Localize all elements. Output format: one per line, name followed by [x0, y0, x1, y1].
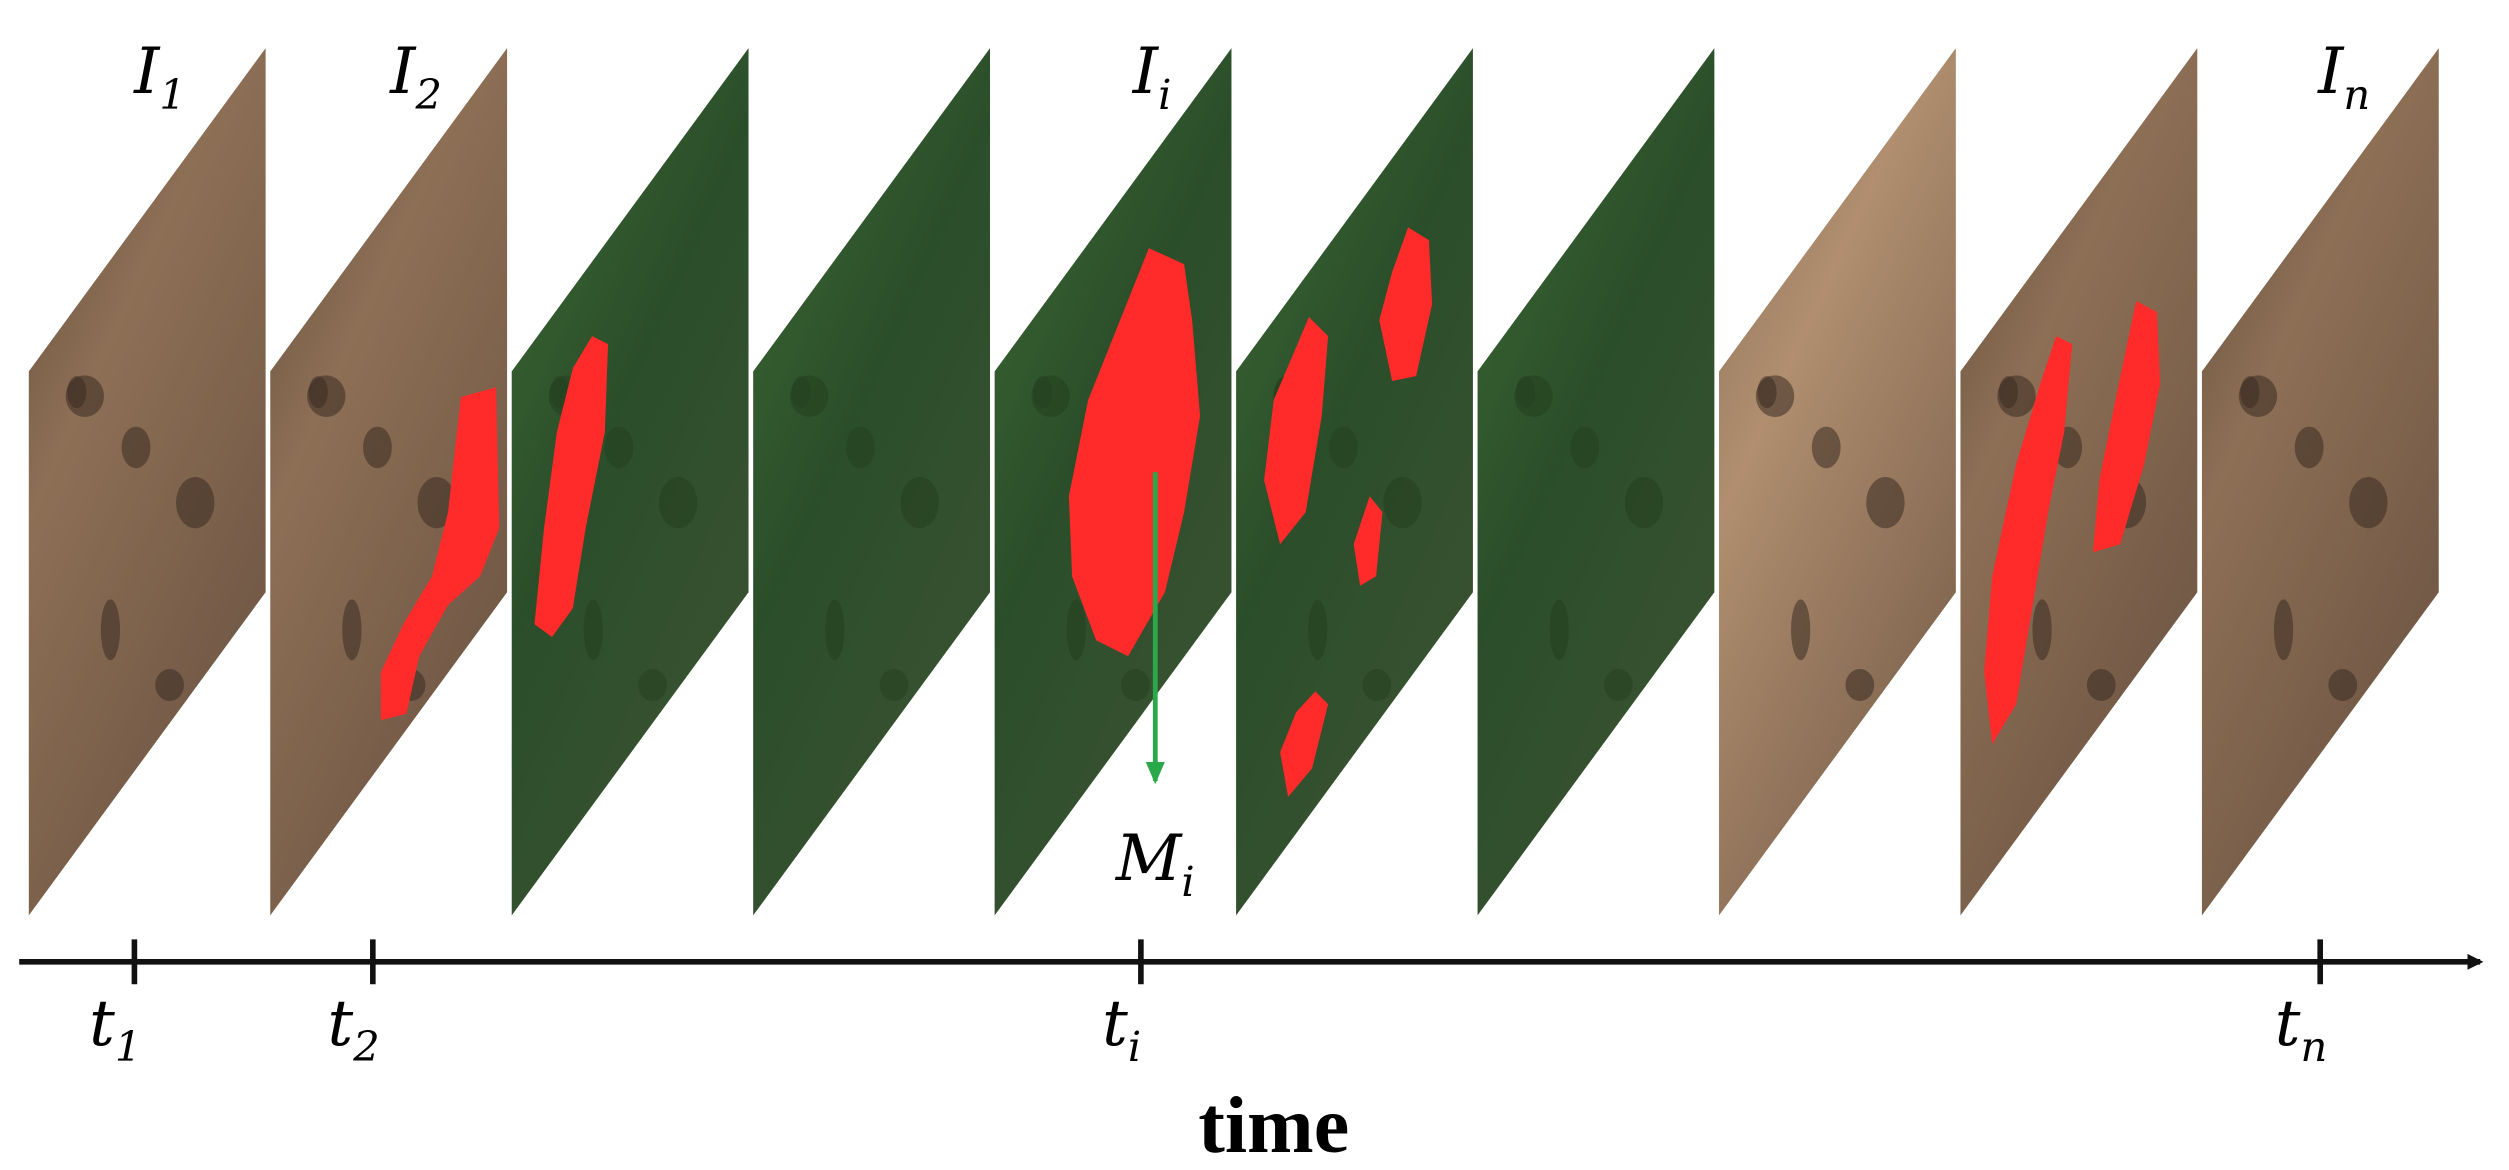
image-frame [270, 48, 508, 916]
terrain-patch [417, 476, 456, 529]
terrain-patch [1066, 599, 1086, 661]
frame-label: Ii [1132, 35, 1172, 119]
terrain-patch [1031, 375, 1070, 417]
time-tick-label-sub: 1 [115, 1022, 141, 1071]
terrain-patch [100, 599, 121, 661]
mask-blob [2092, 300, 2161, 553]
mask-label-base: M [1115, 822, 1183, 896]
axis-title: time [1198, 1082, 1349, 1170]
terrain-patch [176, 476, 215, 529]
frame-label: In [2317, 35, 2370, 119]
time-tick-label-sub: 2 [352, 1022, 379, 1071]
terrain-patch [1121, 669, 1150, 702]
mask-label-sub: i [1181, 857, 1194, 906]
terrain-patch [825, 599, 845, 661]
mask-blob [380, 387, 500, 721]
terrain-patch [1603, 669, 1633, 702]
terrain-patch [1811, 426, 1841, 469]
time-tick-label: ti [1102, 987, 1141, 1071]
terrain-patch [658, 476, 698, 529]
terrain-patch [2273, 599, 2294, 661]
terrain-patch [1866, 476, 1905, 529]
terrain-patch [789, 375, 829, 417]
terrain-patch [879, 669, 909, 702]
terrain-patch [363, 426, 392, 469]
time-tick-label: t1 [89, 987, 141, 1071]
image-frame [511, 48, 749, 916]
terrain-patch [1549, 599, 1569, 661]
time-tick-label-base: t [328, 987, 354, 1061]
terrain-patch [2349, 476, 2388, 529]
frame-label-sub: n [2343, 70, 2370, 119]
terrain-patch [2238, 375, 2278, 417]
image-frame [28, 48, 266, 916]
time-tick-label-sub: i [1128, 1022, 1141, 1071]
mask-label: Mi [1115, 822, 1195, 906]
image-frame [753, 48, 990, 916]
frame-label-base: I [133, 35, 161, 109]
terrain-patch [1514, 375, 1553, 417]
terrain-patch [2086, 669, 2116, 702]
terrain-patch [342, 599, 362, 661]
image-frame [1719, 48, 1956, 916]
terrain-patch [1997, 375, 2036, 417]
time-tick-label: t2 [328, 987, 380, 1071]
frame-label: I2 [389, 35, 442, 119]
mask-blob [1379, 227, 1433, 381]
terrain-patch [155, 669, 185, 702]
terrain-patch [2032, 599, 2052, 661]
terrain-patch [121, 426, 151, 469]
mask-blob [1280, 691, 1329, 798]
image-frame [2201, 48, 2439, 916]
terrain-patch [1624, 476, 1664, 529]
terrain-patch [638, 669, 667, 702]
terrain-patch [2328, 669, 2358, 702]
terrain-patch [2294, 426, 2324, 469]
image-frame [1960, 48, 2198, 916]
terrain-patch [1328, 426, 1358, 469]
time-tick-label-base: t [1102, 987, 1128, 1061]
time-tick-label-sub: n [2300, 1022, 2327, 1071]
frame-label-sub: 2 [414, 70, 441, 119]
mask-blob [1068, 248, 1201, 657]
time-tick-label: tn [2275, 987, 2328, 1071]
terrain-patch [604, 426, 634, 469]
terrain-patch [1791, 599, 1811, 661]
frame-label-base: I [389, 35, 417, 109]
terrain-patch [1383, 476, 1422, 529]
mask-blob [1353, 496, 1383, 586]
time-tick-label-base: t [89, 987, 115, 1061]
terrain-patch [1845, 669, 1875, 702]
terrain-patch [307, 375, 346, 417]
terrain-patch [1755, 375, 1795, 417]
mask-blob [534, 336, 609, 638]
image-frame [1477, 48, 1715, 916]
terrain-patch [583, 599, 603, 661]
frame-label-base: I [2317, 35, 2345, 109]
mask-blob [1984, 336, 2073, 745]
frame-label-base: I [1132, 35, 1160, 109]
terrain-patch [1570, 426, 1600, 469]
frame-label: I1 [133, 35, 186, 119]
frame-label-sub: i [1158, 70, 1171, 119]
terrain-patch [65, 375, 105, 417]
terrain-patch [900, 476, 939, 529]
terrain-patch [845, 426, 875, 469]
frame-label-sub: 1 [159, 70, 185, 119]
terrain-patch [1308, 599, 1328, 661]
terrain-patch [1362, 669, 1392, 702]
time-tick-label-base: t [2275, 987, 2301, 1061]
image-stack [28, 48, 2439, 916]
masks [380, 227, 2161, 798]
mask-blob [1264, 316, 1329, 545]
